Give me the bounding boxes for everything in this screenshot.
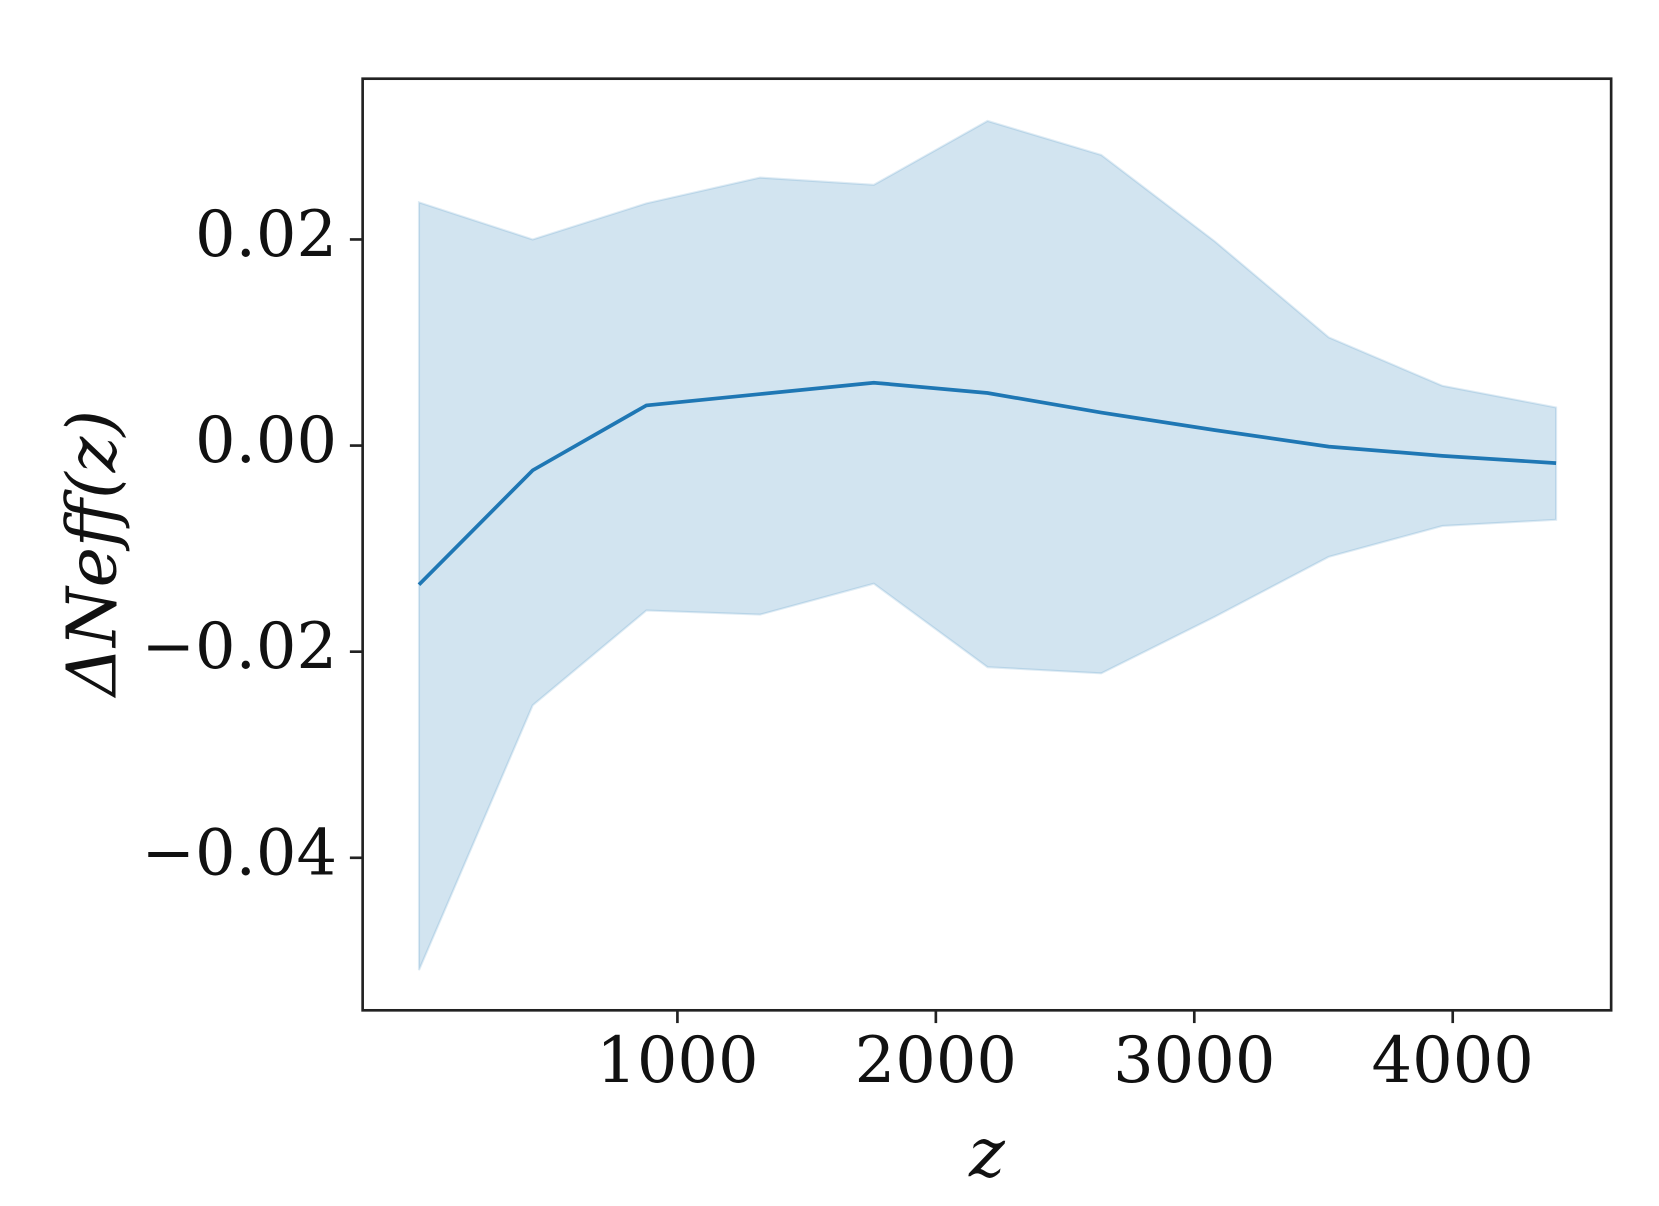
plot-frame [361, 77, 1613, 1012]
band-area [417, 119, 1558, 971]
y-tick-label: 0.00 [195, 404, 337, 478]
x-tick-label: 2000 [855, 1024, 1017, 1098]
y-axis-label: ΔNeff(z) [53, 410, 132, 699]
x-tick-label: 1000 [596, 1024, 758, 1098]
x-axis-label: z [968, 1115, 1006, 1194]
x-tick-label: 4000 [1372, 1024, 1534, 1098]
y-tick-label: 0.02 [195, 198, 337, 272]
line [417, 380, 1557, 587]
y-tick-label: −0.04 [142, 816, 338, 890]
y-tick-label: −0.02 [142, 610, 338, 684]
x-tick-label: 3000 [1113, 1024, 1275, 1098]
